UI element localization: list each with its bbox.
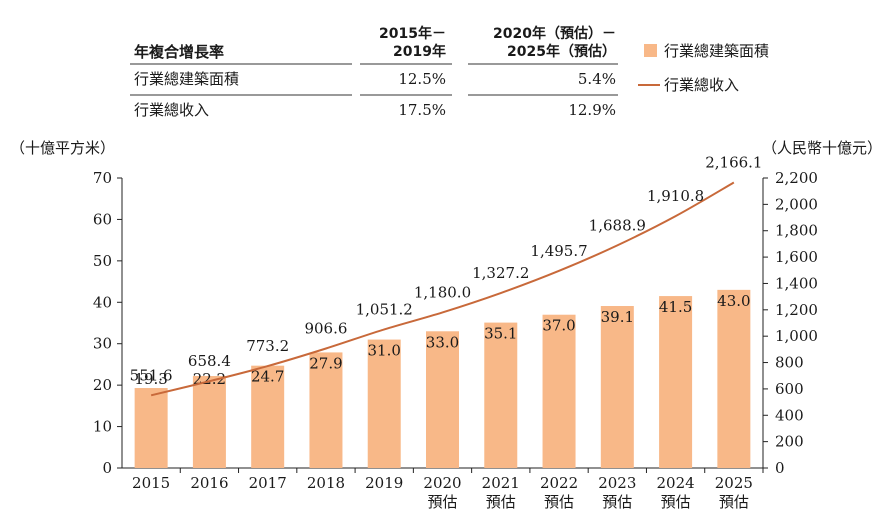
bar: [426, 331, 459, 468]
bar: [134, 388, 168, 468]
right-tick-label: 600: [775, 380, 804, 398]
right-tick-label: 1,000: [775, 327, 818, 345]
x-tick-label: 預估: [719, 493, 749, 511]
cagr-col1-header-line2: 2019年: [393, 43, 446, 60]
left-tick-label: 60: [93, 210, 112, 228]
right-tick-label: 1,200: [775, 301, 818, 319]
x-tick-label: 2015: [132, 474, 170, 492]
x-tick-label: 2022: [540, 474, 578, 492]
legend-bar-swatch: [644, 44, 657, 57]
right-axis-unit: （人民幣十億元）: [762, 139, 882, 157]
right-tick-label: 200: [775, 433, 804, 451]
bar-value-label: 35.1: [484, 325, 517, 343]
bar-value-label: 24.7: [251, 368, 284, 386]
left-tick-label: 20: [93, 376, 112, 394]
cagr-table: 年複合增長率 2015年－ 2019年 2020年（預估）－ 2025年（預估）…: [130, 25, 618, 119]
left-axis-ticks: 0 10 20 30 40 50 60 70: [93, 169, 122, 477]
bar: [484, 322, 518, 468]
bar-value-label: 33.0: [426, 333, 459, 351]
right-tick-label: 0: [775, 459, 785, 477]
left-axis-unit: （十億平方米）: [10, 139, 115, 157]
line-value-label: 906.6: [304, 319, 347, 337]
line-value-label: 1,910.8: [647, 187, 704, 205]
bar: [192, 376, 226, 468]
x-tick-label: 預估: [544, 493, 574, 511]
cagr-row-label: 行業總收入: [134, 101, 209, 119]
cagr-col2-header-line2: 2025年（預估）: [507, 43, 616, 60]
line-value-label: 1,051.2: [356, 300, 413, 318]
bar-value-label: 31.0: [368, 342, 401, 360]
right-tick-label: 1,600: [775, 248, 818, 266]
left-tick-label: 40: [93, 293, 112, 311]
line-value-label: 1,180.0: [414, 283, 471, 301]
left-tick-label: 30: [93, 335, 112, 353]
cagr-col2-header-line1: 2020年（預估）－: [493, 25, 616, 42]
x-tick-label: 2017: [249, 474, 287, 492]
cagr-row-label: 行業總建築面積: [134, 70, 239, 88]
x-tick-label: 2019: [365, 474, 403, 492]
left-tick-label: 10: [93, 418, 112, 436]
cagr-col1-header-line1: 2015年－: [379, 25, 446, 42]
revenue-line: [150, 181, 735, 397]
bar: [717, 289, 751, 468]
right-tick-label: 1,800: [775, 222, 818, 240]
bar-series: 19.3 22.2 24.727.931.0 33.0 35.1 37.0 39.141.5…: [134, 289, 751, 468]
right-tick-label: 2,000: [775, 195, 818, 213]
legend-line-label: 行業總收入: [664, 76, 739, 94]
x-tick-label: 2023: [598, 474, 636, 492]
line-value-label: 1,688.9: [589, 216, 646, 234]
bar-value-label: 37.0: [542, 317, 575, 335]
x-tick-label: 2025: [715, 474, 753, 492]
right-axis-ticks: 0 200 400 600 800 1,000 1,200 1,400 1,600 1,800 2,…: [763, 169, 818, 477]
bar: [309, 352, 343, 468]
right-tick-label: 2,200: [775, 169, 818, 187]
left-tick-label: 0: [102, 459, 112, 477]
cagr-row-value: 17.5%: [398, 101, 446, 119]
x-tick-label: 2018: [307, 474, 345, 492]
x-axis-labels: 2015 2016 2017 2018 2019 2020預估2021預估2022預估20…: [132, 468, 764, 511]
bar: [367, 339, 401, 468]
x-tick-label: 2024: [656, 474, 694, 492]
cagr-row-value: 12.9%: [568, 101, 616, 119]
left-tick-label: 50: [93, 252, 112, 270]
bar-value-label: 41.5: [659, 298, 692, 316]
x-tick-label: 2020: [423, 474, 461, 492]
bar: [600, 306, 634, 468]
line-value-label: 2,166.1: [705, 153, 762, 171]
right-tick-label: 400: [775, 406, 804, 424]
cagr-row-value: 12.5%: [398, 70, 446, 88]
legend: 行業總建築面積 行業總收入: [638, 42, 769, 94]
bar-value-label: 39.1: [601, 308, 634, 326]
x-tick-label: 預估: [602, 493, 632, 511]
bar-value-label: 27.9: [309, 354, 342, 372]
x-tick-label: 2021: [482, 474, 520, 492]
bar-value-label: 43.0: [717, 292, 750, 310]
line-labels: 551.6 658.4 773.2 906.6 1,051.21,180.01,327.…: [130, 153, 763, 384]
line-value-label: 1,327.2: [472, 264, 529, 282]
right-tick-label: 1,400: [775, 274, 818, 292]
line-value-label: 1,495.7: [530, 242, 587, 260]
bar: [542, 314, 576, 468]
bar-value-label: 19.3: [134, 370, 167, 388]
cagr-table-title: 年複合增長率: [134, 43, 224, 61]
line-value-label: 773.2: [246, 337, 289, 355]
x-tick-label: 預估: [427, 493, 457, 511]
bar: [251, 365, 285, 468]
x-tick-label: 2016: [190, 474, 228, 492]
x-tick-label: 預估: [661, 493, 691, 511]
cagr-row-value: 5.4%: [578, 70, 616, 88]
right-tick-label: 800: [775, 354, 804, 372]
x-tick-label: 預估: [486, 493, 516, 511]
bar: [659, 296, 693, 468]
left-tick-label: 70: [93, 169, 112, 187]
line-value-label: 658.4: [188, 352, 231, 370]
legend-bar-label: 行業總建築面積: [664, 42, 769, 60]
line-value-label: 551.6: [130, 366, 173, 384]
